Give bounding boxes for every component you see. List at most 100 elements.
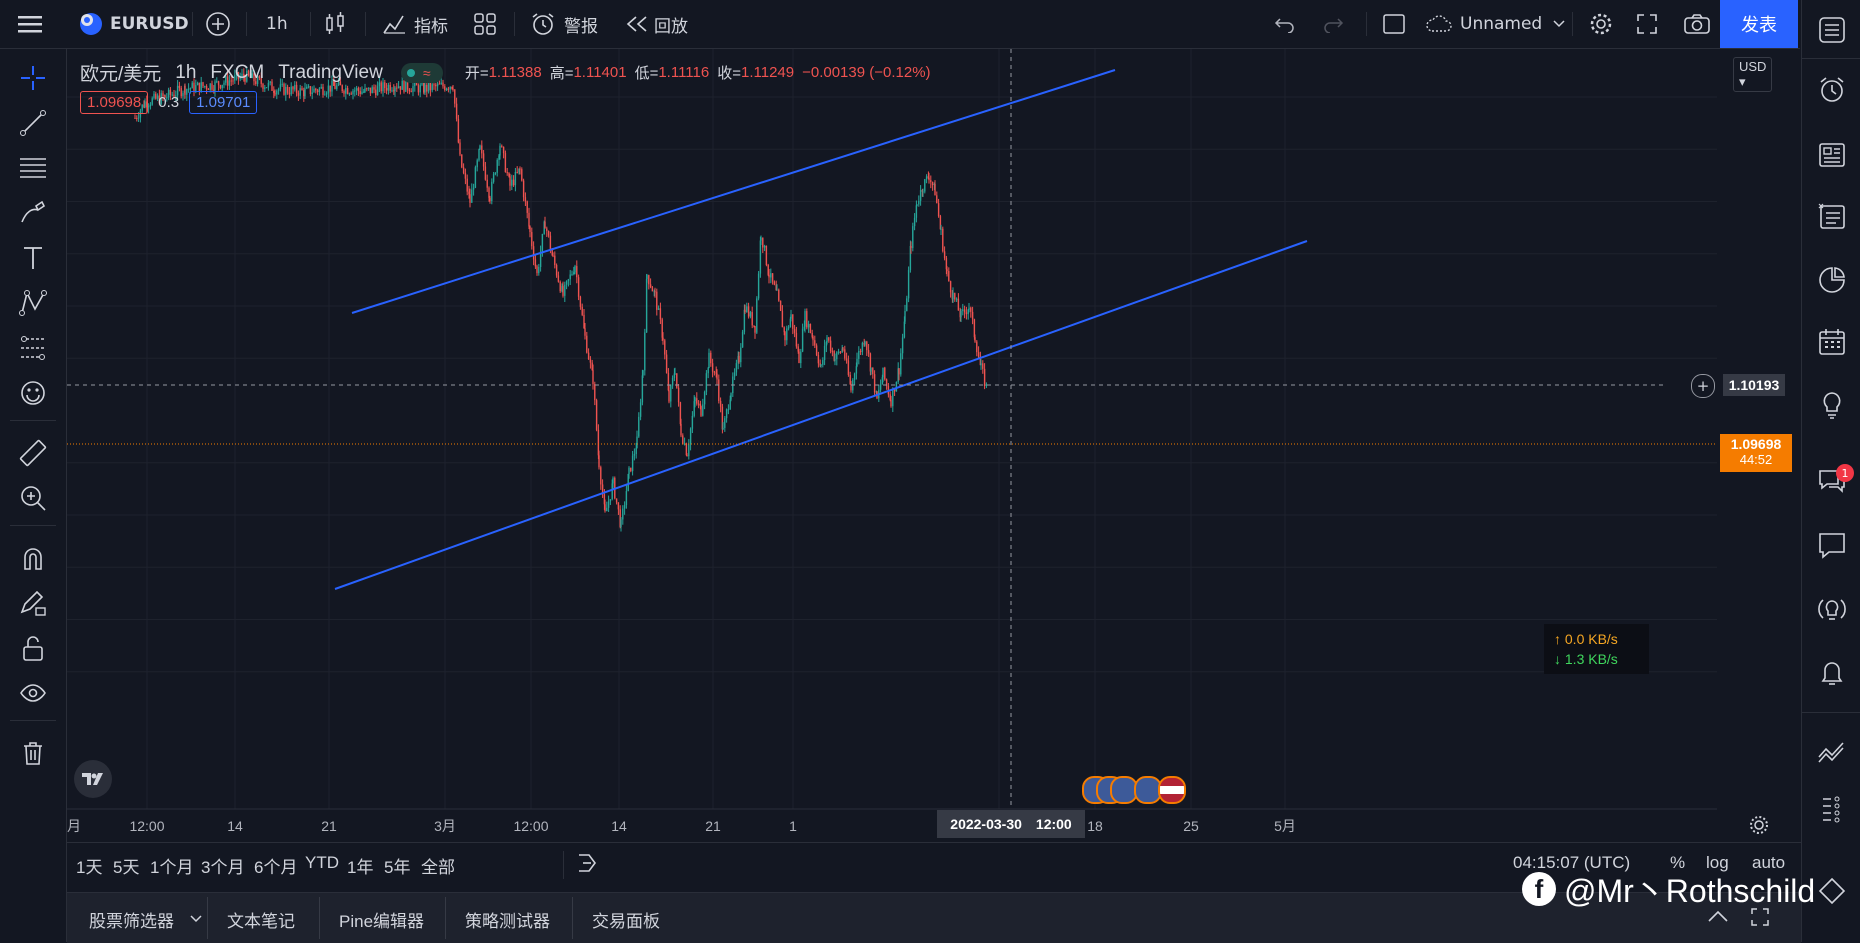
- tab-trading-panel[interactable]: 交易面板: [592, 912, 660, 931]
- bell-icon[interactable]: [1812, 652, 1852, 692]
- pattern-tool-icon[interactable]: [14, 284, 52, 322]
- eu-flag-icon[interactable]: [1134, 776, 1162, 804]
- crosshair-icon[interactable]: [14, 59, 52, 97]
- gear-icon[interactable]: [1588, 0, 1614, 48]
- range-button[interactable]: 1天: [76, 858, 103, 877]
- tab-strategy-tester[interactable]: 策略测试器: [465, 912, 550, 931]
- goto-date-icon[interactable]: [575, 851, 599, 880]
- ideas-lightbulb-icon[interactable]: [1812, 385, 1852, 425]
- auto-scale-button[interactable]: auto: [1752, 853, 1786, 872]
- fullscreen-icon[interactable]: [1636, 0, 1658, 48]
- alert-button[interactable]: 警报: [530, 0, 598, 48]
- add-alert-plus-icon[interactable]: +: [1691, 374, 1715, 398]
- collapse-panel-chevron-up-icon[interactable]: [1707, 909, 1729, 928]
- data-window-icon[interactable]: [1812, 260, 1852, 300]
- ruler-icon[interactable]: [14, 434, 52, 472]
- redo-icon[interactable]: [1322, 0, 1344, 48]
- range-button[interactable]: 5天: [113, 858, 140, 877]
- tradingview-logo-icon[interactable]: [74, 760, 112, 798]
- brush-icon[interactable]: [14, 194, 52, 232]
- compare-add-icon[interactable]: [205, 0, 231, 48]
- candle-body: [856, 358, 858, 367]
- us-flag-icon[interactable]: [1158, 776, 1186, 804]
- range-button[interactable]: 1年: [347, 858, 374, 877]
- emoji-icon[interactable]: [14, 374, 52, 412]
- chat-bubble-icon[interactable]: [1812, 525, 1852, 565]
- candles-chart-type-icon[interactable]: [324, 0, 346, 48]
- range-button[interactable]: 3个月: [201, 858, 245, 877]
- clock-timezone[interactable]: 04:15:07 (UTC): [1513, 853, 1631, 872]
- tab-pine-editor[interactable]: Pine编辑器: [339, 912, 425, 931]
- tab-stock-screener[interactable]: 股票筛选器: [89, 912, 174, 931]
- buy-price-button[interactable]: 1.09701: [189, 91, 258, 114]
- text-tool-icon[interactable]: [14, 239, 52, 277]
- candle-body: [674, 373, 676, 375]
- candle-body: [870, 367, 872, 372]
- undo-icon[interactable]: [1274, 0, 1296, 48]
- candle-body: [921, 190, 924, 192]
- maximize-panel-icon[interactable]: [1750, 907, 1770, 932]
- dom-panel-icon[interactable]: [1812, 872, 1852, 912]
- currency-button[interactable]: USD ▾: [1733, 57, 1773, 92]
- templates-icon[interactable]: [474, 0, 496, 48]
- chart-waves-icon[interactable]: [1812, 730, 1852, 770]
- log-scale-button[interactable]: log: [1706, 853, 1729, 872]
- eye-icon[interactable]: [14, 674, 52, 712]
- candle-body: [452, 88, 454, 90]
- candle-body: [589, 359, 592, 363]
- axis-settings-icon[interactable]: [1747, 813, 1771, 841]
- watchlist-icon[interactable]: [1812, 10, 1852, 50]
- lock-drawing-pencil-icon[interactable]: [14, 584, 52, 622]
- lower-channel-line: [334, 240, 1308, 590]
- range-button[interactable]: 1个月: [150, 858, 194, 877]
- chart-area[interactable]: 1.125001.120001.115001.110001.105001.100…: [67, 49, 1792, 841]
- candle-body: [885, 379, 888, 386]
- candle-body: [137, 117, 140, 119]
- candle-body: [686, 455, 688, 457]
- time-tick-label: 5月: [1274, 818, 1296, 834]
- candle-body: [826, 337, 828, 343]
- publish-button[interactable]: 发表: [1720, 0, 1798, 48]
- candle-body: [447, 88, 450, 90]
- price-chart[interactable]: 1.125001.120001.115001.110001.105001.100…: [67, 49, 1787, 841]
- layout-select-icon[interactable]: [1382, 0, 1406, 48]
- range-button[interactable]: 6个月: [254, 858, 298, 877]
- trend-line-icon[interactable]: [14, 104, 52, 142]
- notes-list-icon[interactable]: [1812, 197, 1852, 237]
- chevron-down-icon[interactable]: [189, 911, 203, 929]
- candle-body: [842, 348, 844, 350]
- interval-button[interactable]: 1h: [266, 14, 288, 34]
- crosshair-date: 2022-03-30: [950, 816, 1022, 832]
- percent-scale-button[interactable]: %: [1670, 853, 1686, 872]
- market-status-icon[interactable]: ≈: [400, 62, 443, 83]
- zoom-in-icon[interactable]: [14, 479, 52, 517]
- news-icon[interactable]: [1812, 135, 1852, 175]
- camera-icon[interactable]: [1683, 0, 1711, 48]
- unlock-icon[interactable]: [14, 629, 52, 667]
- candle-body: [819, 363, 821, 366]
- indicators-button[interactable]: 指标: [382, 0, 448, 48]
- menu-icon[interactable]: [18, 0, 42, 48]
- calendar-icon[interactable]: [1812, 322, 1852, 362]
- prediction-tool-icon[interactable]: [14, 329, 52, 367]
- range-button[interactable]: 5年: [384, 858, 411, 877]
- magnet-icon[interactable]: [14, 539, 52, 577]
- candle-body: [798, 351, 800, 364]
- tab-text-notes[interactable]: 文本笔记: [227, 912, 295, 931]
- layout-name-button[interactable]: Unnamed: [1424, 0, 1566, 48]
- sell-price-button[interactable]: 1.09698: [80, 91, 149, 114]
- candle-body: [299, 88, 301, 96]
- range-button[interactable]: YTD: [305, 853, 339, 872]
- streams-icon[interactable]: [1812, 590, 1852, 630]
- economic-events[interactable]: [1082, 776, 1186, 804]
- alarm-clock-icon[interactable]: [1812, 70, 1852, 110]
- range-button[interactable]: 全部: [421, 858, 455, 877]
- fib-retracement-icon[interactable]: [14, 149, 52, 187]
- trash-icon[interactable]: [14, 734, 52, 772]
- candle-body: [583, 314, 585, 329]
- candle-body: [209, 83, 211, 90]
- replay-button[interactable]: 回放: [626, 0, 688, 48]
- candle-body: [444, 86, 446, 91]
- object-tree-icon[interactable]: [1812, 790, 1852, 830]
- symbol-search[interactable]: EURUSD: [78, 0, 189, 48]
